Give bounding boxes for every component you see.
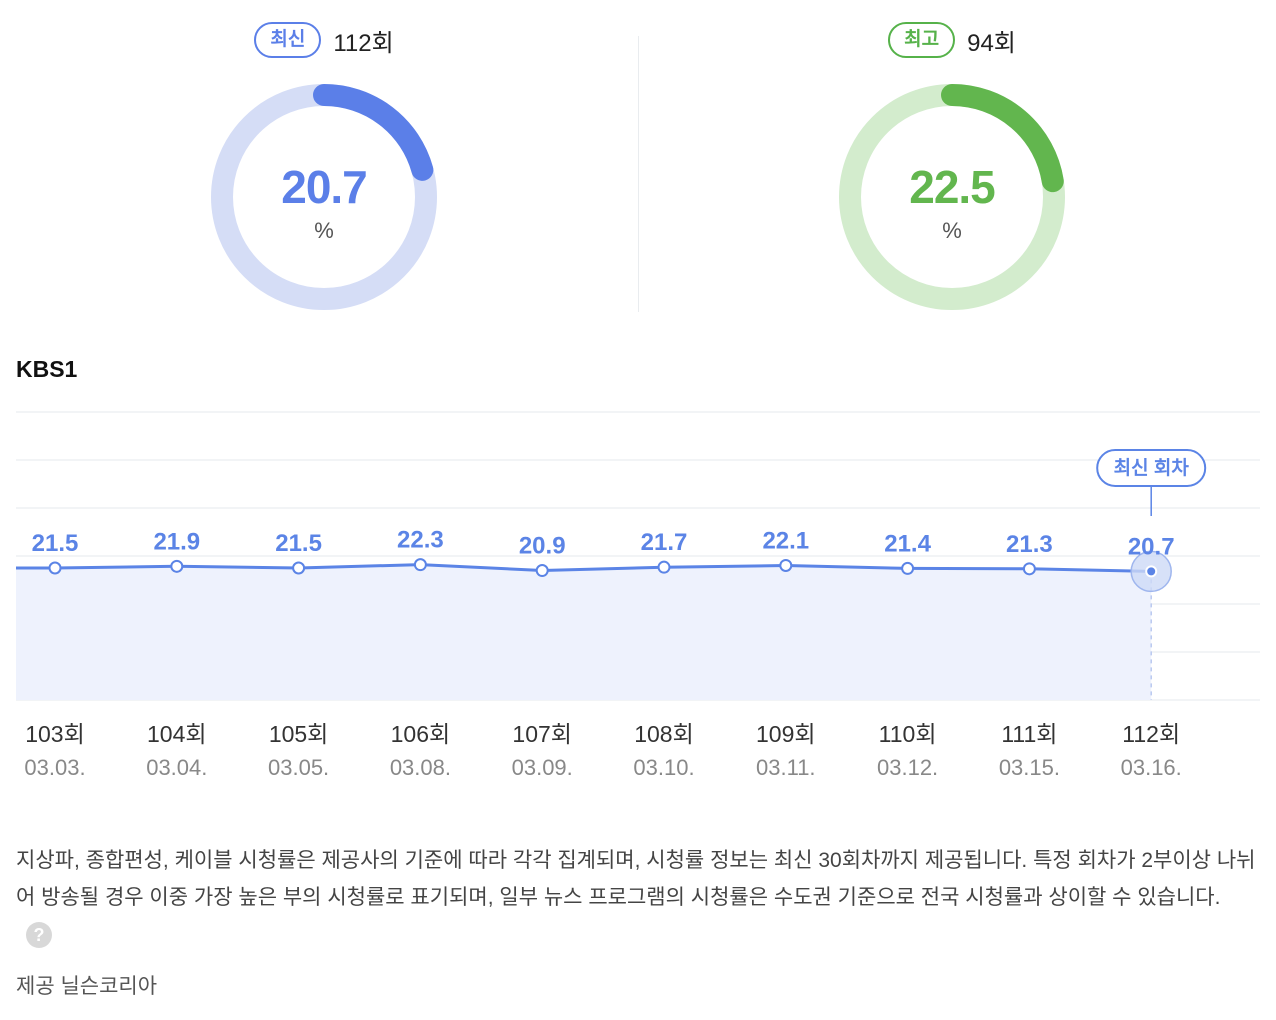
- chart-category-label: 110회: [879, 721, 937, 747]
- latest-ring-gauge: 20.7 %: [211, 84, 437, 310]
- chart-area: [16, 564, 1152, 700]
- channel-title: KBS1: [16, 356, 78, 382]
- chart-point: [779, 558, 793, 572]
- best-ring-arc: [839, 84, 1065, 310]
- help-icon[interactable]: ?: [26, 922, 52, 949]
- chart-value-label: 21.5: [32, 530, 79, 557]
- chart-value-label: 21.4: [884, 530, 931, 557]
- chart-category-label: 104회: [147, 721, 207, 747]
- chart-value-label: 22.1: [762, 527, 809, 554]
- chart-date-label: 03.03.: [24, 755, 85, 780]
- latest-marker-label: 최신 회차: [1114, 457, 1190, 479]
- chart-point: [657, 560, 671, 574]
- latest-episode: 112회: [333, 29, 394, 57]
- latest-unit: %: [314, 218, 334, 243]
- chart-category-label: 112회: [1122, 721, 1180, 747]
- chart-date-label: 03.09.: [512, 755, 573, 780]
- chart-category-label: 108회: [634, 721, 694, 747]
- summary-divider: [638, 36, 639, 312]
- chart-value-label: 21.7: [641, 529, 688, 556]
- best-value: 22.5: [909, 161, 996, 213]
- chart-category-label: 109회: [756, 721, 816, 747]
- chart-date-label: 03.11.: [756, 755, 816, 780]
- chart-value-label: 20.9: [519, 533, 566, 560]
- chart-value-label: 20.7: [1128, 533, 1175, 560]
- chart-value-label: 21.5: [275, 530, 322, 557]
- chart-value-label: 22.3: [397, 527, 444, 554]
- chart-point: [292, 561, 306, 575]
- latest-value: 20.7: [281, 161, 368, 213]
- chart-date-label: 03.10.: [633, 755, 694, 780]
- chart-value-label: 21.9: [153, 528, 200, 555]
- best-header: 최고 94회: [752, 22, 1152, 58]
- chart-category-label: 105회: [269, 721, 329, 747]
- chart-category-label: 103회: [25, 721, 85, 747]
- best-badge: 최고: [888, 22, 956, 58]
- latest-marker-badge: [1096, 449, 1207, 487]
- chart-point: [901, 561, 915, 575]
- chart-date-label: 03.04.: [146, 755, 207, 780]
- ratings-chart: 21.5 103회 03.03. 21.9 104회 03.04. 21.5 105회 03.0…: [0, 400, 1276, 800]
- best-ring-svg: [839, 84, 1065, 310]
- chart-value-label: 21.3: [1006, 531, 1053, 558]
- ratings-summary: 최신 112회 20.7 % 최고 94회 22.5 %: [0, 0, 1276, 330]
- latest-ring-svg: [211, 84, 437, 310]
- chart-point: [413, 558, 427, 572]
- chart-date-label: 03.05.: [268, 755, 329, 780]
- chart-category-label: 107회: [512, 721, 572, 747]
- chart-point: [535, 564, 549, 578]
- notice-text: 지상파, 종합편성, 케이블 시청률은 제공사의 기준에 따라 각각 집계되며,…: [16, 849, 1256, 909]
- best-ring-gauge: 22.5 %: [839, 84, 1065, 310]
- chart-point: [1145, 565, 1158, 578]
- chart-category-label: 106회: [391, 721, 451, 747]
- latest-ring-arc: [211, 84, 437, 310]
- chart-date-label: 03.16.: [1121, 755, 1182, 780]
- data-source: 제공 닐슨코리아: [16, 975, 158, 998]
- chart-category-label: 111회: [1001, 721, 1057, 747]
- best-rating: 최고 94회 22.5 %: [752, 0, 1152, 330]
- chart-date-label: 03.08.: [390, 755, 451, 780]
- chart-point: [48, 561, 62, 575]
- ratings-chart-svg: 21.5 103회 03.03. 21.9 104회 03.04. 21.5 105회 03.0…: [16, 411, 1260, 780]
- chart-date-label: 03.15.: [999, 755, 1060, 780]
- ratings-notice: 지상파, 종합편성, 케이블 시청률은 제공사의 기준에 따라 각각 집계되며,…: [16, 842, 1256, 953]
- best-episode: 94회: [967, 29, 1016, 57]
- best-unit: %: [942, 218, 962, 243]
- chart-point: [170, 559, 184, 573]
- chart-date-label: 03.12.: [877, 755, 938, 780]
- latest-rating: 최신 112회 20.7 %: [124, 0, 524, 330]
- latest-badge: 최신: [254, 22, 322, 58]
- latest-header: 최신 112회: [124, 22, 524, 58]
- chart-point: [1022, 562, 1036, 576]
